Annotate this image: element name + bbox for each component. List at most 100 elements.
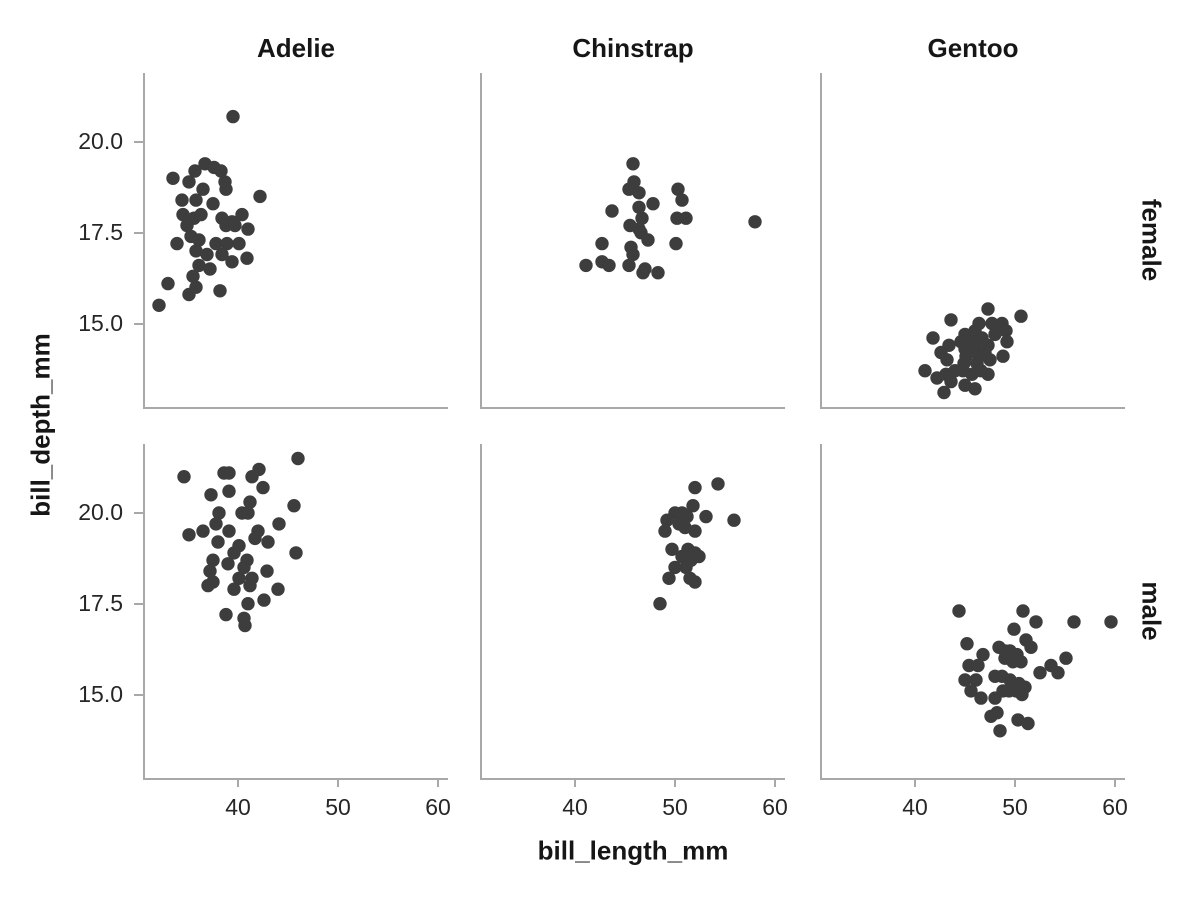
- data-point: [152, 298, 166, 312]
- data-point: [1016, 604, 1030, 618]
- data-point: [636, 266, 650, 280]
- facet-row-label-female: female: [1136, 198, 1167, 282]
- data-point: [711, 477, 725, 491]
- y-tick-mark: [134, 140, 143, 143]
- x-tick-mark: [774, 778, 776, 787]
- data-point: [237, 560, 251, 575]
- data-point: [967, 335, 981, 349]
- data-point: [182, 175, 196, 189]
- y-tick-mark: [134, 693, 143, 696]
- data-point: [271, 582, 285, 596]
- x-tick-mark: [337, 778, 339, 787]
- data-point: [632, 186, 646, 200]
- data-point: [212, 506, 226, 520]
- data-point: [213, 284, 227, 298]
- data-point: [243, 495, 257, 509]
- data-point: [675, 193, 689, 207]
- data-point: [1029, 615, 1043, 629]
- data-point: [192, 258, 206, 273]
- data-point: [686, 499, 700, 513]
- data-point: [976, 647, 990, 662]
- data-point: [940, 353, 954, 367]
- facet-panel-gentoo-male: 40 50 60: [820, 444, 1128, 820]
- y-tick-label: 17.5: [78, 218, 123, 245]
- data-point: [196, 524, 210, 538]
- data-point: [1014, 309, 1028, 323]
- data-point: [221, 557, 235, 571]
- data-point: [579, 258, 593, 273]
- data-point: [662, 571, 676, 585]
- data-point: [219, 607, 233, 622]
- data-point: [253, 189, 267, 204]
- data-point: [944, 313, 958, 327]
- x-axis-label: bill_length_mm: [537, 835, 729, 866]
- data-point: [671, 182, 685, 196]
- data-point: [626, 247, 640, 262]
- data-point: [1014, 655, 1028, 669]
- data-point: [291, 451, 305, 466]
- x-tick-label: 40: [902, 794, 928, 820]
- data-point: [170, 236, 184, 251]
- data-point: [646, 197, 660, 211]
- data-point: [635, 211, 649, 225]
- data-point: [993, 724, 1007, 738]
- data-point: [200, 247, 214, 262]
- facet-panel-adelie-male: 40 50 60 20.0 17.5 15.0: [78, 444, 451, 820]
- data-point: [964, 684, 978, 698]
- data-point: [252, 462, 266, 477]
- x-tick-label: 60: [1102, 794, 1128, 820]
- data-point: [1024, 640, 1038, 654]
- data-point: [1000, 335, 1014, 349]
- x-tick-mark: [914, 778, 916, 787]
- data-point: [227, 546, 241, 560]
- data-point: [189, 244, 203, 258]
- data-point: [688, 575, 702, 589]
- data-point: [186, 269, 200, 283]
- data-point: [969, 673, 983, 687]
- data-point: [658, 524, 672, 538]
- x-tick-mark: [237, 778, 239, 787]
- data-point: [960, 637, 974, 651]
- data-point: [1067, 615, 1081, 629]
- data-point: [206, 197, 220, 211]
- y-tick-label: 20.0: [78, 498, 123, 525]
- data-point: [241, 597, 255, 611]
- data-point: [189, 193, 203, 207]
- x-tick-label: 60: [425, 794, 451, 820]
- x-tick-label: 50: [662, 794, 688, 820]
- data-point: [688, 480, 702, 495]
- data-point: [206, 553, 220, 567]
- data-point: [201, 578, 215, 593]
- x-tick-label: 50: [1002, 794, 1028, 820]
- data-point: [222, 466, 236, 480]
- data-point: [595, 236, 609, 251]
- data-point: [161, 276, 175, 291]
- data-point: [952, 604, 966, 618]
- data-point: [699, 509, 713, 524]
- data-point: [1051, 666, 1065, 680]
- data-point: [668, 560, 682, 575]
- data-point: [214, 164, 228, 178]
- data-point: [209, 236, 223, 251]
- x-tick-mark: [1114, 778, 1116, 787]
- data-point: [272, 517, 286, 531]
- data-point: [238, 618, 252, 633]
- facet-column-title-gentoo: Gentoo: [927, 33, 1019, 63]
- data-point: [968, 382, 982, 396]
- data-point: [196, 182, 210, 196]
- data-point: [194, 207, 208, 222]
- x-tick-label: 40: [225, 794, 251, 820]
- data-point: [926, 331, 940, 345]
- data-point: [632, 200, 646, 214]
- data-point: [248, 531, 262, 546]
- data-point: [988, 327, 1002, 342]
- y-tick-mark: [134, 511, 143, 514]
- data-point: [958, 342, 972, 356]
- data-point: [660, 513, 674, 527]
- data-point: [957, 356, 971, 371]
- data-point: [1007, 622, 1021, 636]
- data-point: [241, 506, 255, 520]
- y-tick-mark: [134, 231, 143, 234]
- facet-panel-chinstrap-male: 40 50 60: [480, 444, 788, 820]
